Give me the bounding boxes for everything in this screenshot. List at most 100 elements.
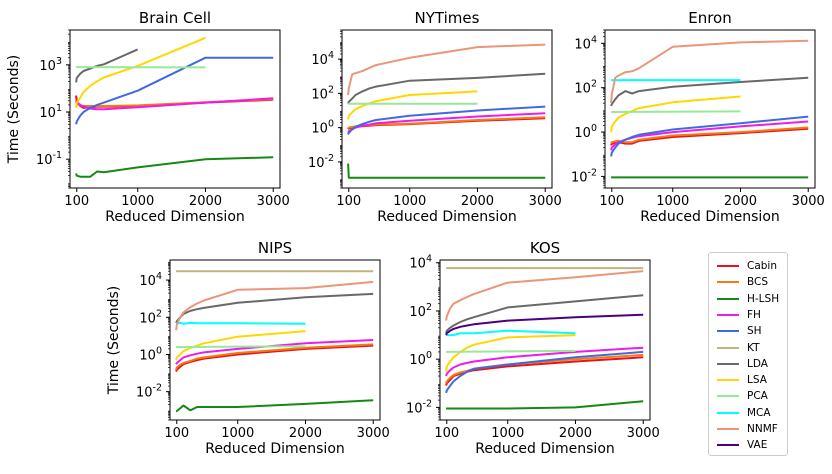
- legend-swatch: [717, 411, 739, 414]
- chart-title: KOS: [530, 239, 560, 257]
- legend-item-lda: LDA: [717, 356, 768, 372]
- chart-title: NYTimes: [415, 9, 480, 27]
- series-group: [445, 267, 644, 410]
- legend-item-nnmf: NNMF: [717, 421, 778, 437]
- series-line-bcs: [610, 126, 809, 145]
- plot-frame: [604, 29, 816, 189]
- series-line-sh: [75, 56, 274, 125]
- legend-item-bcs: BCS: [717, 274, 768, 290]
- y-tick-label: 10-1: [36, 150, 62, 168]
- series-line-h-lsh: [445, 400, 644, 410]
- legend-item-lsa: LSA: [717, 372, 767, 388]
- x-tick-label: 100: [336, 194, 361, 209]
- series-line-sh: [445, 350, 644, 394]
- x-axis-label: Reduced Dimension: [640, 209, 780, 225]
- series-line-pca: [446, 349, 576, 353]
- x-tick-label: 3000: [792, 194, 825, 209]
- x-tick-label: 3000: [357, 426, 390, 441]
- chart-title: Brain Cell: [139, 9, 211, 27]
- x-tick-label: 1000: [393, 194, 426, 209]
- y-tick-label: 102: [409, 302, 432, 320]
- y-tick-label: 101: [39, 103, 62, 121]
- x-tick-label: 3000: [627, 426, 660, 441]
- x-tick-label: 2000: [559, 426, 592, 441]
- series-line-fh: [445, 346, 644, 377]
- legend-swatch: [717, 379, 739, 382]
- series-line-nnmf: [610, 39, 809, 104]
- legend-item-fh: FH: [717, 307, 761, 323]
- series-line-sh: [610, 115, 809, 157]
- series-line-vae: [445, 313, 644, 336]
- y-tick-label: 100: [574, 123, 597, 141]
- series-line-mca: [175, 321, 306, 325]
- y-tick-label: 100: [139, 345, 162, 363]
- x-tick-label: 2000: [724, 194, 757, 209]
- y-tick-label: 10-2: [308, 153, 334, 171]
- y-tick-label: 100: [311, 119, 334, 137]
- x-tick-label: 1000: [221, 426, 254, 441]
- series-line-lda: [610, 76, 809, 107]
- legend: Cabin BCS H-LSH FH SH KT LDA LSA PCA MCA NNMF VAE: [708, 252, 788, 456]
- series-line-lsa: [610, 95, 741, 133]
- legend-swatch: [717, 362, 739, 365]
- series-group: [75, 36, 274, 178]
- y-tick-label: 102: [311, 84, 334, 102]
- legend-label: BCS: [747, 276, 769, 289]
- y-axis-label: Time (Seconds): [6, 55, 22, 164]
- series-line-nnmf: [175, 280, 374, 331]
- series-line-lda: [347, 72, 546, 105]
- series-line-fh: [75, 97, 274, 111]
- series-line-lsa: [75, 36, 206, 109]
- y-tick-label: 102: [139, 308, 162, 326]
- x-tick-label: 3000: [529, 194, 562, 209]
- legend-swatch: [717, 346, 739, 349]
- legend-swatch: [717, 297, 739, 300]
- legend-label: MCA: [747, 406, 771, 419]
- plot-frame: [439, 259, 651, 421]
- legend-swatch: [717, 395, 739, 398]
- y-tick-label: 104: [311, 50, 334, 68]
- legend-label: PCA: [747, 390, 768, 403]
- series-line-cabin: [175, 344, 374, 372]
- y-tick-label: 10-2: [136, 383, 162, 401]
- x-tick-label: 1000: [656, 194, 689, 209]
- series-group: [610, 39, 809, 179]
- legend-label: SH: [747, 325, 762, 338]
- y-tick-label: 104: [139, 271, 162, 289]
- y-tick-label: 104: [574, 34, 597, 52]
- series-line-h-lsh: [75, 156, 274, 178]
- legend-item-kt: KT: [717, 340, 759, 356]
- legend-swatch: [717, 281, 739, 284]
- y-tick-label: 100: [409, 350, 432, 368]
- plot-frame: [341, 29, 553, 189]
- y-tick-label: 10-2: [571, 167, 597, 185]
- y-axis-label: Time (Seconds): [106, 286, 122, 395]
- x-tick-label: 2000: [189, 194, 222, 209]
- series-line-lda: [175, 292, 374, 324]
- legend-item-cabin: Cabin: [717, 258, 777, 274]
- chart-panel-1: 100 1000 2000 3000 10-1 101 103 Brain Cell Reduc…: [6, 9, 290, 225]
- x-tick-label: 2000: [461, 194, 494, 209]
- x-tick-label: 1000: [121, 194, 154, 209]
- legend-swatch: [717, 265, 739, 267]
- legend-item-pca: PCA: [717, 388, 768, 404]
- chart-panel-2: 100 1000 2000 3000 10-2 100 102 104 NYTimes Reduc…: [308, 9, 562, 225]
- legend-label: LDA: [747, 357, 768, 370]
- legend-swatch: [717, 444, 739, 447]
- series-line-pca: [611, 110, 741, 113]
- series-line-nnmf: [445, 270, 644, 321]
- series-line-lda: [75, 48, 139, 83]
- x-tick-label: 100: [434, 426, 459, 441]
- series-line-cabin: [610, 127, 809, 146]
- legend-label: Cabin: [747, 260, 778, 272]
- x-tick-label: 100: [164, 426, 189, 441]
- series-group: [175, 270, 374, 413]
- legend-item-mca: MCA: [717, 405, 771, 421]
- series-line-bcs: [175, 343, 374, 371]
- y-tick-label: 104: [409, 254, 432, 272]
- chart-title: NIPS: [258, 239, 292, 257]
- x-tick-label: 100: [599, 194, 624, 209]
- series-line-h-lsh: [175, 399, 374, 413]
- x-tick-label: 1000: [491, 426, 524, 441]
